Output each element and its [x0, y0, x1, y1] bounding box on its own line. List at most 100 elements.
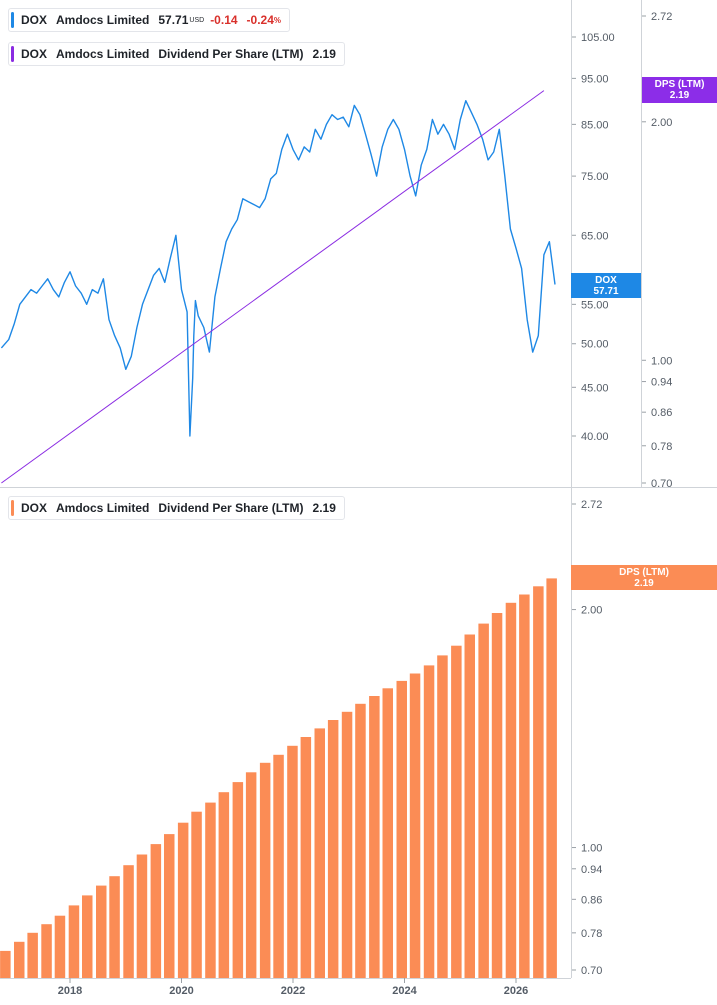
price-legend[interactable]: DOX Amdocs Limited 57.71 USD -0.14 -0.24…: [8, 8, 291, 32]
dps-bar: [409, 673, 421, 978]
dps-top-tag-label: DPS (LTM): [654, 79, 705, 90]
legend-metric: Dividend Per Share (LTM): [158, 501, 304, 515]
bar-axis-tick-label: 1.00: [581, 843, 602, 855]
dps-bottom-tag-value: 2.19: [634, 578, 654, 589]
bar-axis-tick-label: 0.94: [581, 864, 602, 876]
dps-bar: [382, 688, 393, 978]
dps-bar: [177, 822, 189, 978]
x-tick-label: 2018: [58, 985, 82, 997]
dps-top-tag-value: 2.19: [669, 90, 690, 101]
dps-bar: [533, 586, 544, 978]
price-tick-label: 85.00: [581, 119, 609, 131]
dps-bottom-legend-swatch: [11, 500, 14, 516]
dps-bar: [27, 932, 38, 978]
dps-tick-label: 0.70: [651, 478, 672, 490]
dps-top-legend[interactable]: DOX Amdocs Limited Dividend Per Share (L…: [8, 42, 345, 66]
dps-bar: [0, 950, 11, 978]
legend-pct-sign: %: [273, 15, 282, 25]
dps-bar: [123, 865, 134, 978]
dps-bar: [341, 711, 353, 978]
price-tick-label: 45.00: [581, 382, 609, 394]
dps-tick-label: 2.72: [651, 11, 672, 23]
dps-bar: [314, 728, 325, 978]
dps-tick-label: 1.00: [651, 355, 672, 367]
dps-series-line: [1, 90, 545, 484]
dps-bar: [369, 696, 380, 978]
price-legend-swatch: [11, 12, 14, 28]
dps-bar: [14, 941, 25, 978]
x-tick-label: 2026: [504, 985, 528, 997]
bar-axis-tick-label: 2.72: [581, 499, 602, 511]
dps-bar: [136, 854, 148, 978]
dps-bar: [451, 645, 462, 978]
dps-bar: [109, 876, 120, 978]
x-tick-label: 2020: [169, 985, 193, 997]
price-tag-value: 57.71: [593, 286, 619, 297]
dps-bar: [505, 602, 517, 978]
dps-top-tag: DPS (LTM) 2.19: [642, 77, 717, 103]
dps-bar: [478, 623, 489, 978]
bar-axis-tick-label: 0.70: [581, 965, 602, 977]
dps-top-legend-swatch: [11, 46, 14, 62]
price-tick-label: 40.00: [581, 431, 609, 443]
legend-company: Amdocs Limited: [56, 501, 150, 515]
dps-tick-label: 0.94: [651, 377, 672, 389]
dps-bar: [82, 895, 93, 978]
legend-metric: Dividend Per Share (LTM): [158, 47, 304, 61]
legend-change: -0.14: [210, 13, 238, 27]
legend-company: Amdocs Limited: [56, 47, 150, 61]
dps-bar: [519, 594, 530, 978]
dps-bar: [287, 745, 298, 978]
legend-value: 2.19: [312, 501, 336, 515]
dps-bar: [491, 613, 503, 978]
dps-bottom-tag-label: DPS (LTM): [619, 567, 669, 578]
price-tag-label: DOX: [595, 275, 617, 286]
dps-bar: [259, 762, 271, 978]
bar-axis-tick-label: 0.86: [581, 894, 602, 906]
dps-bar: [546, 578, 557, 978]
dps-bar: [245, 772, 257, 978]
legend-currency: USD: [189, 16, 205, 24]
dps-bar: [191, 811, 202, 978]
dps-bottom-tag: DPS (LTM) 2.19: [571, 565, 717, 590]
legend-value: 2.19: [312, 47, 336, 61]
price-tick-label: 50.00: [581, 339, 609, 351]
dps-bar: [232, 782, 244, 978]
dps-bar: [205, 802, 216, 978]
price-tick-label: 75.00: [581, 171, 609, 183]
dps-bar: [54, 915, 66, 978]
dps-bar: [273, 754, 284, 978]
dps-bar: [423, 665, 435, 978]
dps-bar: [437, 655, 448, 978]
dps-bar: [164, 834, 175, 978]
dps-tick-label: 0.78: [651, 441, 672, 453]
legend-company: Amdocs Limited: [56, 13, 150, 27]
dps-bottom-legend[interactable]: DOX Amdocs Limited Dividend Per Share (L…: [8, 496, 345, 520]
price-tick-label: 55.00: [581, 299, 609, 311]
legend-change-pct: -0.24: [246, 13, 274, 27]
bar-axis-tick-label: 0.78: [581, 928, 602, 940]
dps-bar: [300, 737, 312, 978]
x-tick-label: 2022: [281, 985, 305, 997]
legend-ticker: DOX: [21, 501, 48, 515]
price-series-line: [0, 100, 556, 437]
legend-ticker: DOX: [21, 13, 48, 27]
legend-price: 57.71: [158, 13, 189, 27]
dps-bar: [218, 792, 230, 978]
dps-bar: [150, 844, 162, 978]
dps-bar: [464, 634, 475, 978]
bar-axis-tick-label: 2.00: [581, 605, 602, 617]
dps-bar: [68, 905, 80, 978]
dps-bar: [355, 703, 366, 978]
dps-tick-label: 2.00: [651, 117, 672, 129]
price-tick-label: 95.00: [581, 73, 609, 85]
price-tag: DOX 57.71: [571, 273, 641, 298]
dps-bar: [96, 885, 107, 978]
price-tick-label: 105.00: [581, 32, 615, 44]
dps-bar: [327, 720, 339, 978]
price-tick-label: 65.00: [581, 230, 609, 242]
x-tick-label: 2024: [392, 985, 417, 997]
legend-ticker: DOX: [21, 47, 48, 61]
dps-bar: [41, 924, 52, 978]
